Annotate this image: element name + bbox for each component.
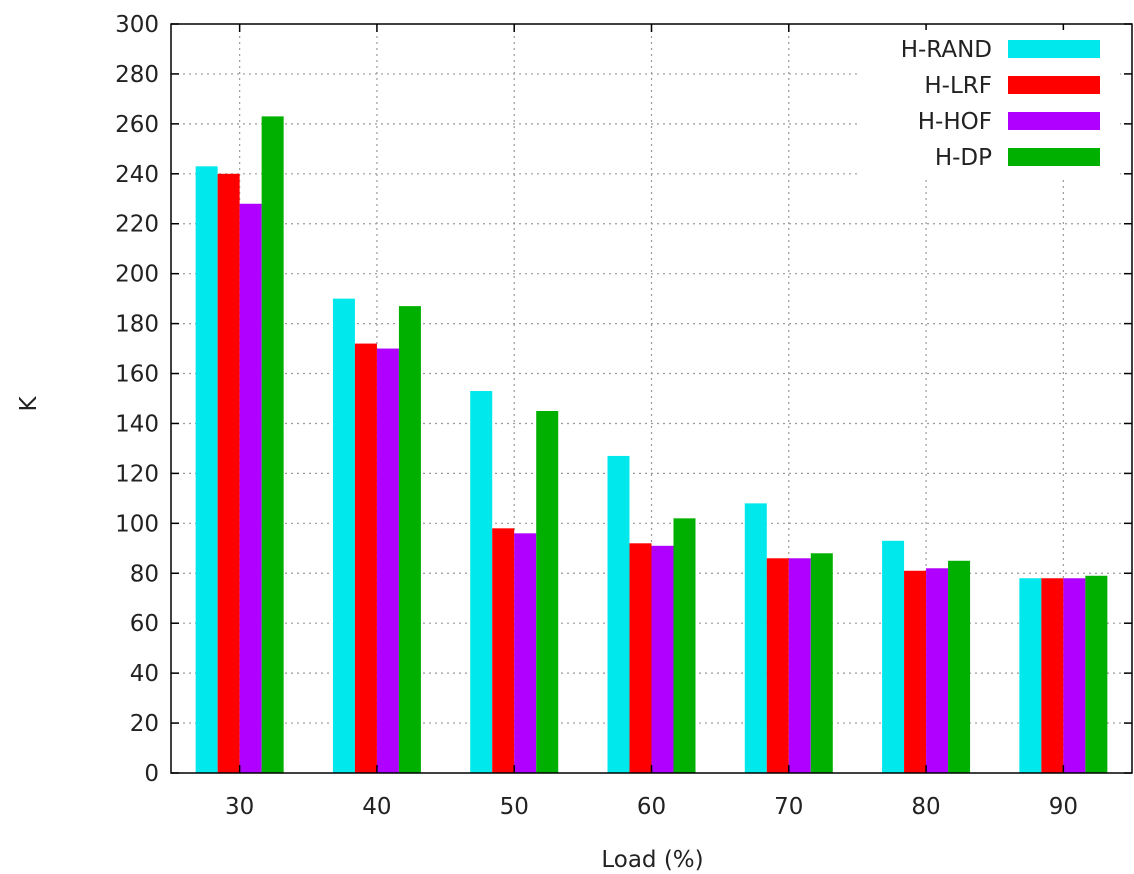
y-tick-label: 160: [115, 362, 159, 388]
bar-h-hof-80: [926, 568, 949, 773]
bar-h-lrf-30: [217, 173, 240, 774]
bar-h-dp-60: [673, 518, 696, 773]
legend-swatch: [1008, 148, 1100, 166]
y-tick-label: 220: [115, 212, 159, 238]
bar-h-dp-40: [398, 306, 421, 773]
legend-label: H-LRF: [924, 73, 992, 99]
bar-h-hof-40: [376, 348, 399, 773]
bar-h-dp-90: [1085, 575, 1108, 773]
y-tick-label: 240: [115, 162, 159, 188]
y-tick-label: 140: [115, 411, 159, 437]
y-tick-label: 120: [115, 461, 159, 487]
x-tick-label: 70: [774, 794, 803, 820]
y-tick-label: 80: [130, 561, 159, 587]
legend-label: H-RAND: [901, 37, 992, 63]
bar-h-lrf-40: [354, 343, 377, 773]
legend-label: H-HOF: [918, 109, 992, 135]
bar-h-hof-90: [1063, 578, 1086, 773]
bar-h-lrf-90: [1041, 578, 1064, 773]
x-tick-label: 90: [1049, 794, 1078, 820]
bar-h-rand-50: [470, 391, 493, 773]
bar-h-rand-70: [744, 503, 767, 773]
x-tick-label: 40: [362, 794, 391, 820]
y-tick-label: 260: [115, 112, 159, 138]
x-tick-labels: 30 40 50 60 70 80 90: [225, 794, 1078, 820]
x-tick-label: 60: [637, 794, 666, 820]
x-tick-label: 50: [500, 794, 529, 820]
bar-h-lrf-60: [629, 543, 652, 773]
x-axis-label: Load (%): [601, 847, 703, 873]
y-tick-label: 100: [115, 511, 159, 537]
y-tick-label: 180: [115, 312, 159, 338]
bar-h-hof-30: [239, 203, 262, 773]
bar-h-hof-70: [788, 558, 811, 773]
legend-swatch: [1008, 76, 1100, 94]
bar-h-rand-80: [882, 540, 905, 773]
bar-h-lrf-80: [904, 570, 927, 773]
legend-label: H-DP: [935, 145, 992, 171]
x-tick-label: 80: [911, 794, 940, 820]
y-tick-label: 280: [115, 62, 159, 88]
bars: [195, 116, 1108, 774]
bar-h-rand-90: [1019, 578, 1042, 773]
bar-h-dp-80: [948, 560, 971, 773]
bar-h-dp-50: [536, 410, 559, 773]
axis-ticks: [171, 23, 1132, 774]
bar-h-dp-70: [810, 553, 833, 773]
y-tick-label: 0: [144, 761, 159, 787]
bar-h-hof-50: [514, 533, 537, 773]
y-tick-label: 40: [130, 661, 159, 687]
x-tick-label: 30: [225, 794, 254, 820]
bar-h-lrf-50: [492, 528, 515, 773]
legend-swatch: [1008, 112, 1100, 130]
bar-h-rand-40: [332, 298, 355, 773]
y-tick-label: 20: [130, 711, 159, 737]
bar-h-dp-30: [261, 116, 284, 774]
bar-h-lrf-70: [766, 558, 789, 773]
bar-h-rand-30: [195, 166, 218, 773]
y-axis-label: K: [16, 396, 42, 412]
y-tick-label: 60: [130, 611, 159, 637]
bar-h-rand-60: [607, 455, 630, 773]
y-tick-label: 300: [115, 12, 159, 38]
bar-h-hof-60: [651, 545, 674, 773]
y-tick-label: 200: [115, 262, 159, 288]
y-tick-labels: 0 20 40 60 80 100 120 140 160 180 200 220 240 260 280 3…: [115, 12, 159, 787]
legend-swatch: [1008, 40, 1100, 58]
legend: H-RAND H-LRF H-HOF H-DP: [858, 30, 1120, 180]
